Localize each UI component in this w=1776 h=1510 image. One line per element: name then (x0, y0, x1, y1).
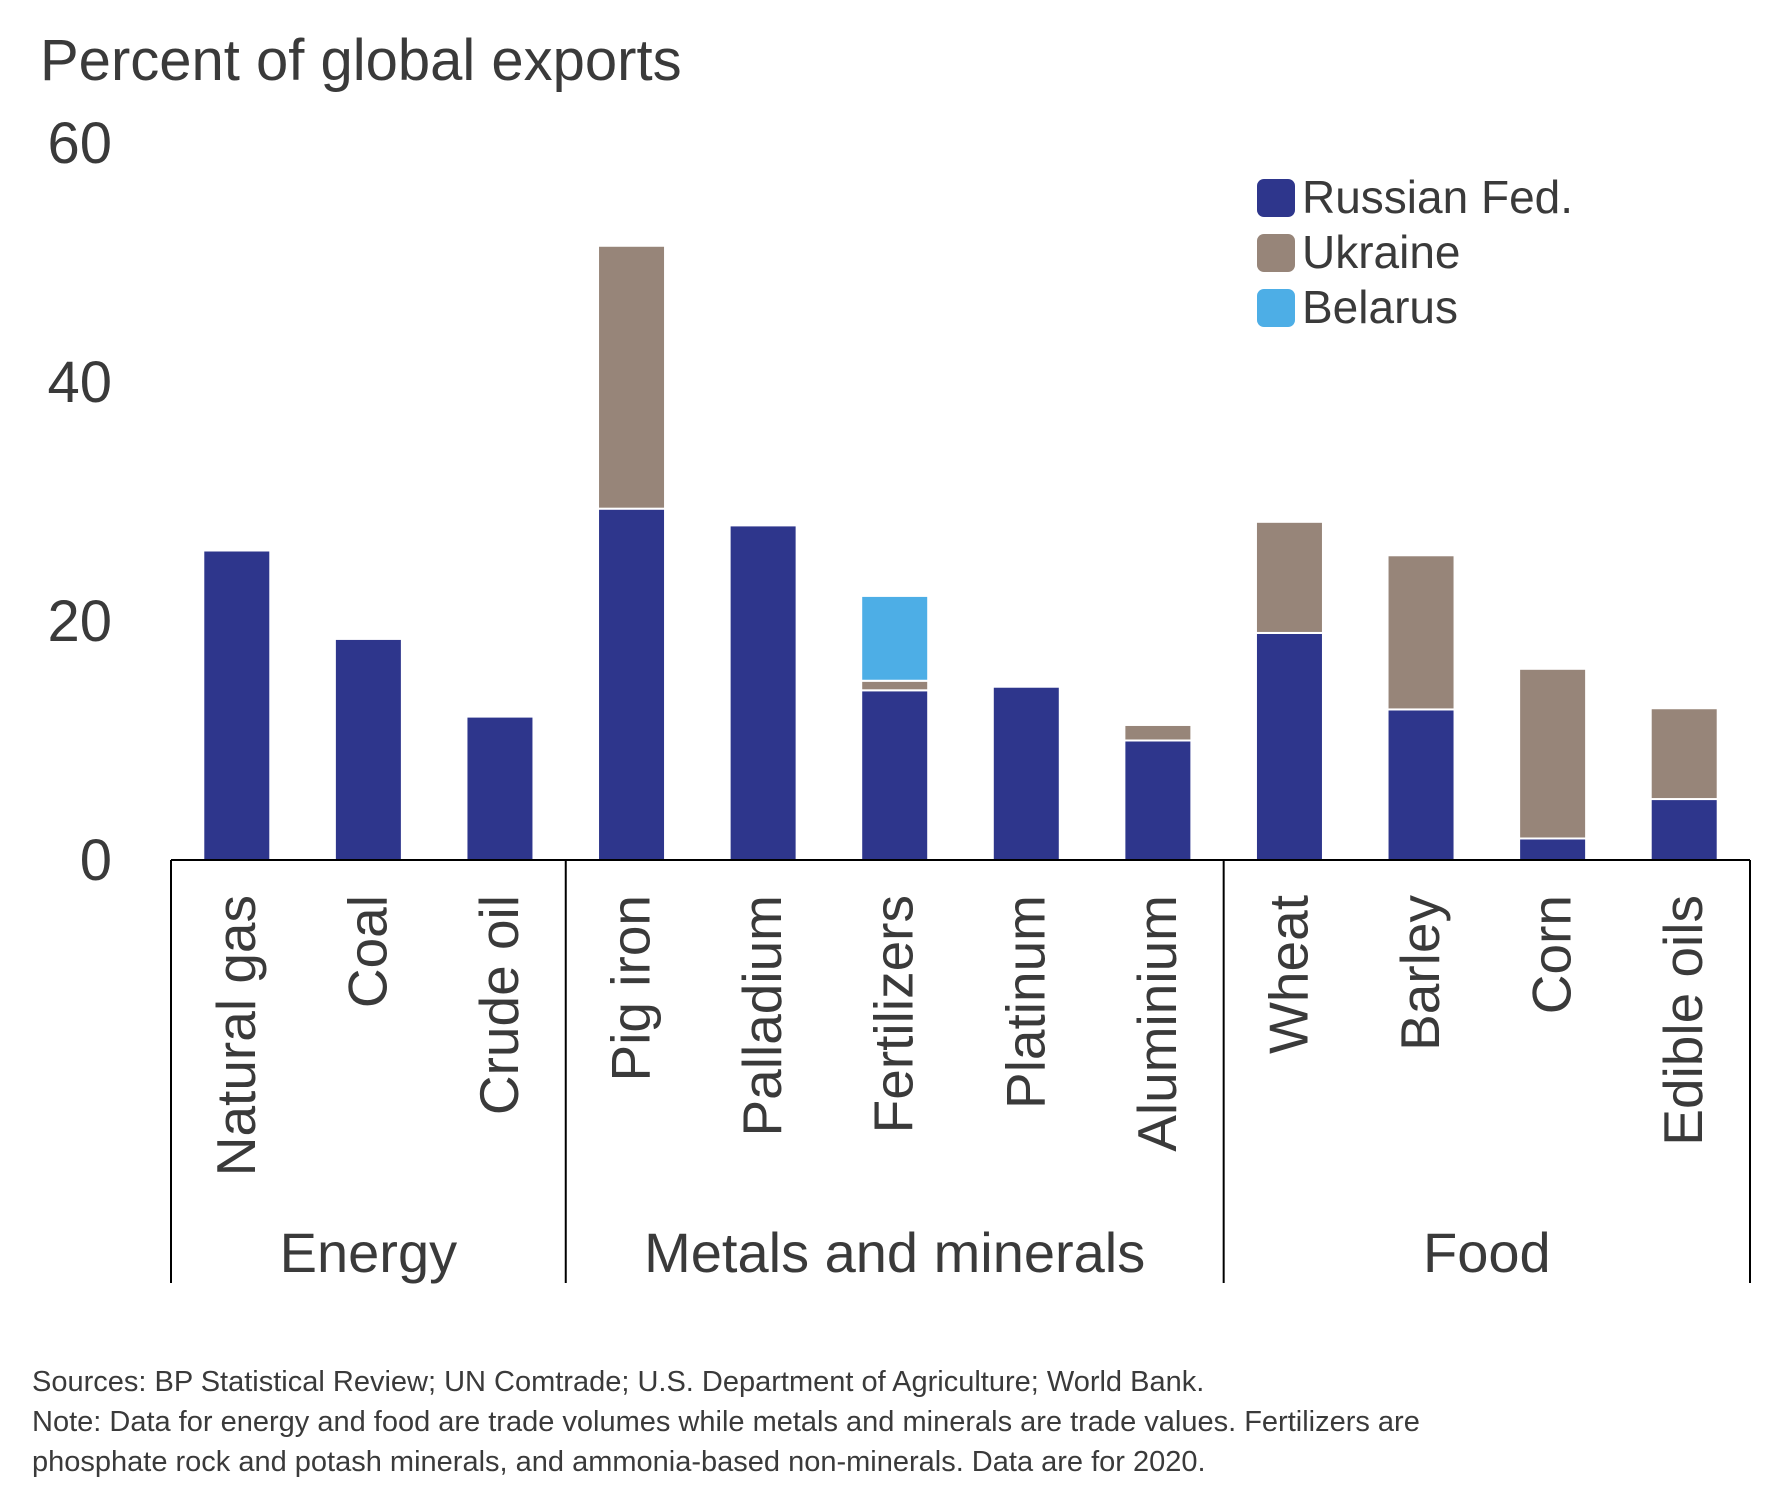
bar-segment (728, 524, 798, 862)
bar-segment (860, 594, 930, 682)
legend-label: Ukraine (1302, 226, 1461, 278)
bar-segment (202, 549, 272, 861)
bar-segment (597, 244, 667, 510)
y-tick-label: 40 (47, 350, 112, 415)
x-tick-label: Crude oil (468, 895, 530, 1115)
group-label: Metals and minerals (644, 1221, 1145, 1284)
legend-swatch (1257, 179, 1295, 217)
y-tick-label: 0 (80, 828, 112, 893)
y-tick-label: 60 (47, 111, 112, 176)
bar-segment (1123, 739, 1193, 861)
bar-segment (333, 637, 403, 861)
bar-segment (465, 715, 535, 861)
bar-segment (1386, 708, 1456, 861)
bar-segment (1254, 520, 1324, 634)
bar-segment (991, 685, 1061, 861)
legend-label: Russian Fed. (1302, 171, 1573, 223)
group-labels: Energy Metals and minerals Food (280, 1221, 1551, 1284)
bar-segment (1123, 723, 1193, 742)
bar-segment (1518, 667, 1588, 840)
x-tick-label: Natural gas (205, 895, 267, 1176)
legend-label: Belarus (1302, 281, 1458, 333)
x-tick-label: Pig iron (600, 895, 662, 1081)
bar-segment (1386, 554, 1456, 711)
x-tick-label: Corn (1521, 895, 1583, 1014)
x-tick-label: Edible oils (1652, 895, 1714, 1146)
y-tick-label: 20 (47, 589, 112, 654)
chart-notes: Sources: BP Statistical Review; UN Comtr… (32, 1362, 1752, 1482)
group-label: Food (1423, 1221, 1551, 1284)
bars (202, 244, 1719, 862)
x-tick-label: Palladium (731, 895, 793, 1137)
note-text-line-2: phosphate rock and potash minerals, and … (32, 1446, 1206, 1478)
sources-text: Sources: BP Statistical Review; UN Comtr… (32, 1366, 1205, 1398)
legend-swatch (1257, 234, 1295, 272)
x-tick-label: Aluminium (1126, 895, 1188, 1152)
group-label: Energy (280, 1221, 457, 1284)
bar-segment (1649, 798, 1719, 861)
x-tick-label: Coal (336, 895, 398, 1008)
category-axis (170, 859, 1751, 1283)
bar-segment (1254, 631, 1324, 862)
legend-swatch (1257, 289, 1295, 327)
bar-segment (1518, 837, 1588, 861)
x-tick-label: Platinum (994, 895, 1056, 1109)
y-axis-tick-labels: 0 20 40 60 (47, 111, 112, 893)
chart-title: Percent of global exports (40, 28, 682, 93)
x-tick-label: Fertilizers (863, 895, 925, 1133)
bar-segment (1649, 707, 1719, 801)
x-tick-label: Wheat (1257, 895, 1319, 1054)
x-axis-tick-labels: Natural gas Coal Crude oil Pig iron Palladiu… (205, 895, 1714, 1177)
x-tick-label: Barley (1389, 895, 1451, 1051)
bar-segment (597, 507, 667, 861)
bar-segment (860, 689, 930, 861)
note-text-line-1: Note: Data for energy and food are trade… (32, 1406, 1420, 1438)
bar-segment (860, 679, 930, 692)
